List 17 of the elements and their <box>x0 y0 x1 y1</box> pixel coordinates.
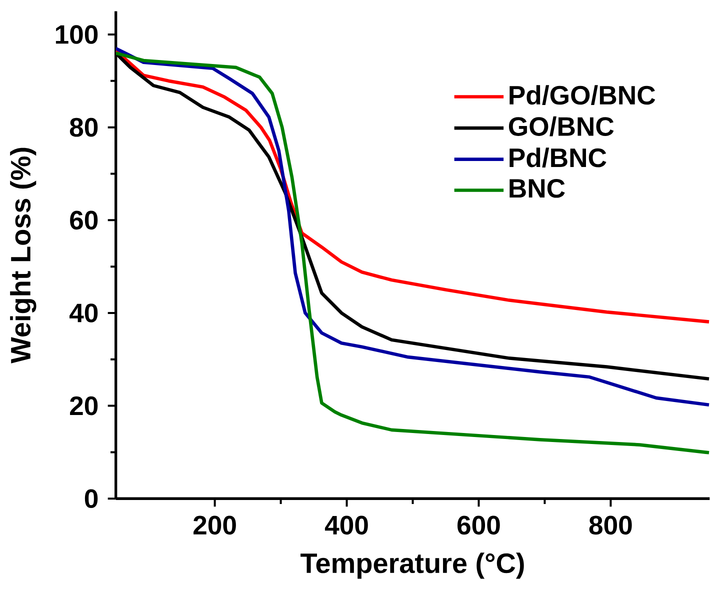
legend-label: BNC <box>510 178 565 198</box>
y-tick-label: 60 <box>70 210 98 230</box>
legend-label: GO/BNC <box>508 116 614 136</box>
y-tick-label: 0 <box>84 489 98 508</box>
y-tick-label: 100 <box>56 25 98 44</box>
y-axis-title: Weight Loss (%) <box>10 148 36 364</box>
y-tick-label: 40 <box>69 303 98 322</box>
x-tick-label: 800 <box>589 516 632 535</box>
x-axis-title: Temperature (°C) <box>300 552 524 579</box>
line-series <box>116 49 710 324</box>
legend-label: Pd/GO/BNC <box>510 85 656 105</box>
y-tick-label: 80 <box>70 118 98 137</box>
x-tick-label: 400 <box>324 516 368 535</box>
x-tick-label: 600 <box>458 516 500 535</box>
y-tick-label: 20 <box>70 396 98 416</box>
x-tick-label: 200 <box>194 516 236 535</box>
legend-label: Pd/BNC <box>510 148 606 168</box>
